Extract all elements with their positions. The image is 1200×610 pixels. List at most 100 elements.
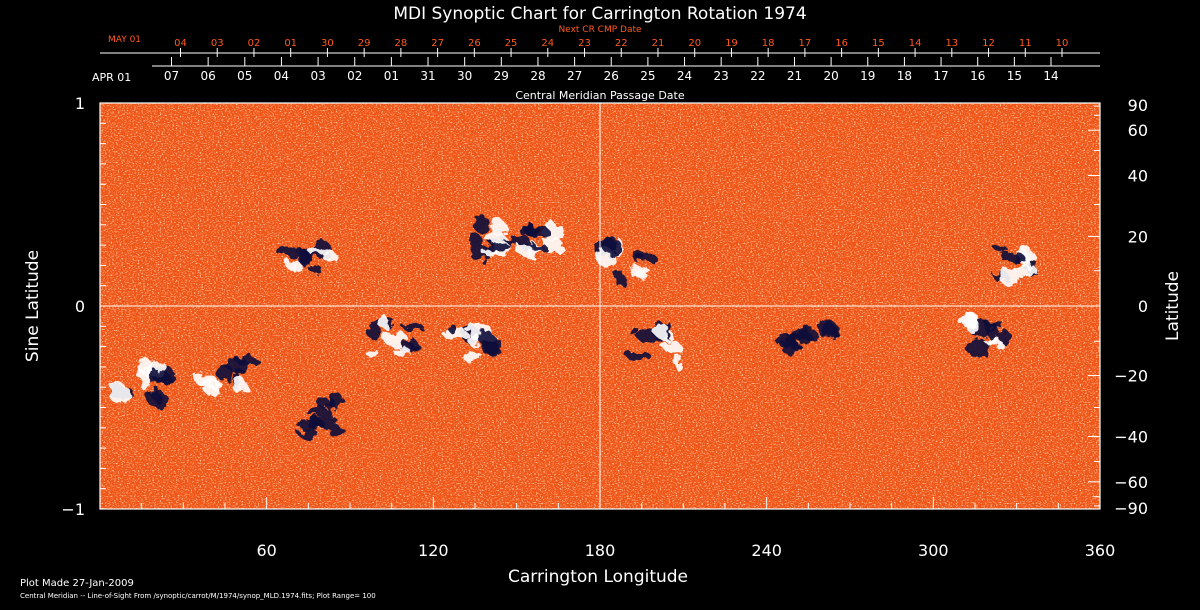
flux-patch (626, 350, 652, 362)
next-cr-date-label: 28 (395, 38, 408, 49)
y-tick-label-left: 1 (75, 94, 85, 113)
x-tick-label: 120 (418, 541, 449, 560)
cmp-date-label: 03 (310, 69, 325, 83)
flux-patch (329, 424, 345, 439)
flux-patch (673, 354, 683, 371)
next-cr-date-label: 01 (284, 38, 297, 49)
next-cr-date-label: 11 (1019, 38, 1032, 49)
active-regions (108, 215, 1037, 440)
next-cr-date-label: 17 (799, 38, 812, 49)
cmp-date-label: 26 (604, 69, 619, 83)
flux-patch (308, 265, 322, 273)
sine-latitude-axis: 1 0 −1 (61, 94, 112, 519)
flux-patch (481, 247, 497, 257)
flux-patch (365, 347, 377, 357)
flux-patch (469, 233, 482, 245)
y-tick-label-left: 0 (75, 297, 85, 316)
flux-patch (510, 236, 532, 247)
flux-patch (822, 322, 837, 340)
next-cr-date-label: 14 (909, 38, 922, 49)
next-cr-date-label: 23 (578, 38, 591, 49)
next-cr-axis-title: Next CR CMP Date (558, 25, 642, 35)
next-cr-date-label: 02 (248, 38, 261, 49)
flux-patch (305, 407, 331, 415)
flux-patch (614, 269, 624, 287)
latitude-axis: 90 60 40 20 0 −20 −40 −60 −90 (1088, 96, 1148, 518)
flux-patch (636, 251, 656, 263)
flux-patch (473, 215, 490, 234)
flux-patch (140, 371, 149, 391)
flux-patch (983, 336, 1002, 345)
cmp-date-label: 16 (970, 69, 985, 83)
flux-patch (661, 341, 682, 353)
y-axis-label-right: Latitude (1163, 271, 1183, 341)
flux-patch (515, 245, 534, 256)
next-cr-date-label: 22 (615, 38, 628, 49)
next-cr-date-label: 29 (358, 38, 371, 49)
flux-patch (477, 330, 494, 345)
flux-patch (318, 395, 329, 409)
x-axis-label: Carrington Longitude (508, 567, 688, 587)
cmp-date-label: 05 (237, 69, 252, 83)
flux-patch (232, 376, 247, 394)
flux-patch (327, 393, 345, 409)
y-tick-label-right: 20 (1128, 228, 1148, 247)
next-cr-date-label: 21 (652, 38, 665, 49)
flux-patch (524, 223, 549, 239)
flux-patch (787, 333, 808, 340)
y-tick-label-right: 40 (1128, 167, 1148, 186)
next-cr-date-label: 13 (945, 38, 958, 49)
flux-patch (447, 324, 457, 334)
flux-patch (298, 428, 318, 440)
cmp-date-label: 01 (384, 69, 399, 83)
x-tick-label: 360 (1085, 541, 1116, 560)
flux-patch (966, 338, 992, 358)
next-cr-date-label: 25 (505, 38, 518, 49)
x-tick-label: 240 (751, 541, 782, 560)
flux-patch (383, 330, 408, 347)
cmp-date-label: 27 (567, 69, 582, 83)
flux-patch (629, 324, 638, 336)
next-cr-date-label: 03 (211, 38, 224, 49)
y-tick-label-right: −90 (1114, 499, 1148, 518)
y-tick-label-left: −1 (61, 500, 85, 519)
next-cr-date-label: 10 (1056, 38, 1069, 49)
flux-patch (1012, 264, 1037, 274)
next-cr-date-label: 26 (468, 38, 481, 49)
flux-patch (628, 265, 644, 278)
cmp-date-axis: 07 06 05 04 03 02 01 31 30 29 28 27 26 25 24 23 22 21 20 19… (152, 57, 1100, 83)
cmp-date-label: 21 (787, 69, 802, 83)
next-cr-date-label: 20 (688, 38, 701, 49)
next-cr-date-label: 18 (762, 38, 775, 49)
x-tick-label: 300 (918, 541, 949, 560)
flux-patch (393, 347, 412, 358)
flux-patch (108, 384, 131, 404)
flux-patch (603, 238, 622, 256)
next-cr-date-label: 12 (982, 38, 995, 49)
x-tick-label: 180 (585, 541, 616, 560)
cmp-date-label: 31 (420, 69, 435, 83)
chart-title: MDI Synoptic Chart for Carrington Rotati… (393, 4, 806, 24)
cmp-date-label: 06 (201, 69, 216, 83)
flux-patch (286, 259, 296, 270)
next-cr-date-label: 27 (431, 38, 444, 49)
cmp-date-label: 22 (750, 69, 765, 83)
x-tick-label: 60 (256, 541, 276, 560)
flux-patch (276, 248, 301, 256)
next-cr-date-label: 16 (835, 38, 848, 49)
next-cr-start-label: MAY 01 (108, 35, 141, 45)
flux-patch (224, 358, 250, 372)
y-tick-label-right: 60 (1128, 121, 1148, 140)
flux-patch (146, 392, 170, 408)
cmp-date-label: 30 (457, 69, 472, 83)
flux-patch (145, 370, 171, 383)
cmp-date-label: 20 (823, 69, 838, 83)
y-axis-label-left: Sine Latitude (23, 250, 43, 362)
flux-patch (402, 323, 425, 332)
cmp-date-label: 25 (640, 69, 655, 83)
y-tick-label-right: −40 (1114, 427, 1148, 446)
flux-patch (965, 314, 979, 333)
flux-patch (365, 325, 383, 339)
next-cr-date-label: 15 (872, 38, 885, 49)
